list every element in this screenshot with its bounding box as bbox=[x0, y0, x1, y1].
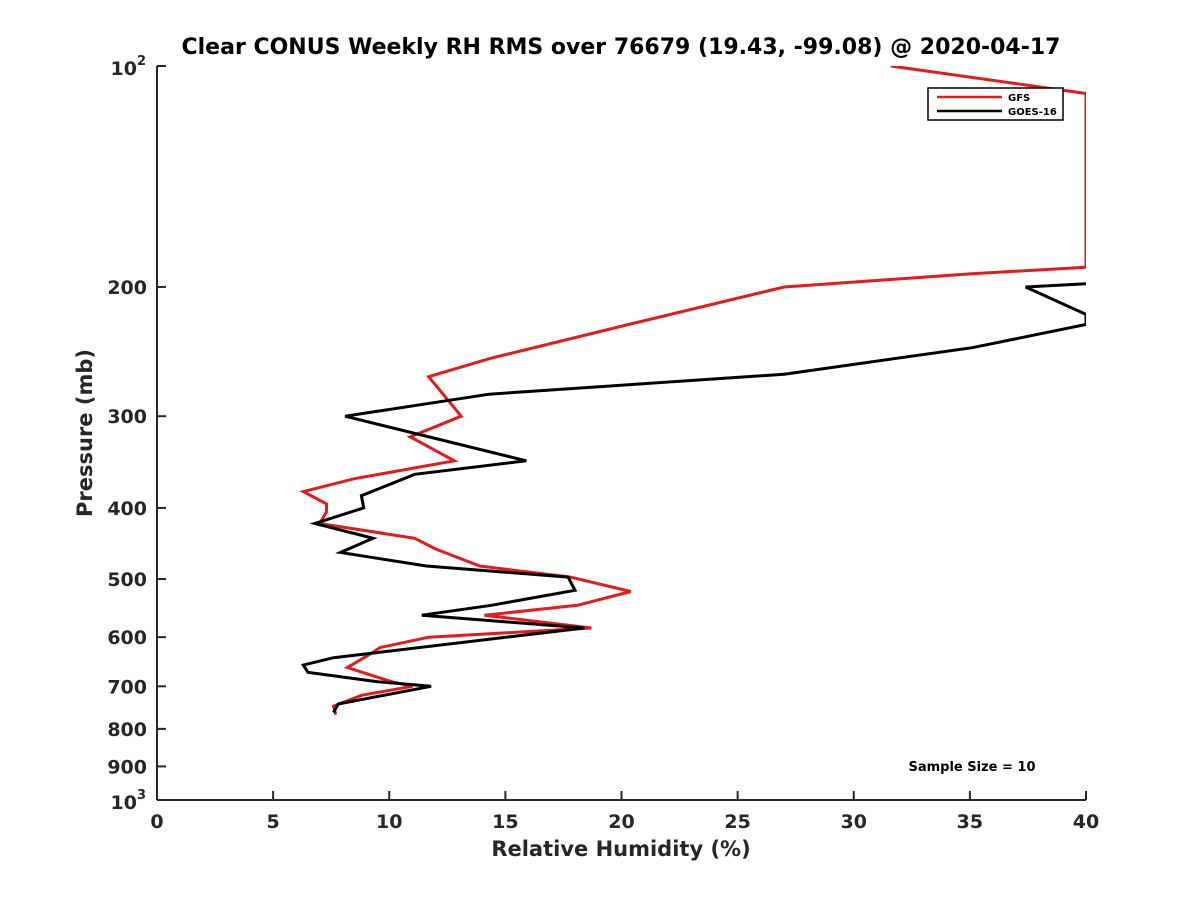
legend-label-goes16: GOES-16 bbox=[1008, 107, 1057, 118]
y-tick-label: 700 bbox=[107, 676, 147, 698]
x-tick-label: 15 bbox=[492, 811, 518, 833]
x-tick-label: 10 bbox=[376, 811, 402, 833]
y-tick-label: 800 bbox=[107, 719, 147, 741]
y-tick-label: 400 bbox=[107, 498, 147, 520]
x-axis-ticks: 0 5 10 15 20 25 30 35 40 bbox=[150, 791, 1099, 833]
y-tick-label: 500 bbox=[107, 569, 147, 591]
chart-title: Clear CONUS Weekly RH RMS over 76679 (19… bbox=[182, 35, 1061, 60]
x-axis-label: Relative Humidity (%) bbox=[491, 837, 750, 861]
legend-label-gfs: GFS bbox=[1008, 93, 1030, 104]
x-tick-label: 30 bbox=[841, 811, 867, 833]
y-tick-label: 900 bbox=[107, 756, 147, 778]
legend: GFS GOES-16 bbox=[927, 87, 1064, 121]
y-axis-label: Pressure (mb) bbox=[73, 349, 97, 517]
y-tick-label: 102 bbox=[111, 54, 147, 80]
x-tick-label: 35 bbox=[957, 811, 983, 833]
x-tick-label: 25 bbox=[724, 811, 750, 833]
x-tick-label: 5 bbox=[267, 811, 280, 833]
sample-size-annotation: Sample Size = 10 bbox=[908, 760, 1035, 775]
y-tick-label: 300 bbox=[107, 406, 147, 428]
y-tick-label: 103 bbox=[111, 788, 147, 814]
series-layer bbox=[299, 66, 1086, 715]
legend-box bbox=[927, 87, 1064, 121]
series-line-goes16 bbox=[300, 282, 1086, 714]
series-line-gfs bbox=[299, 66, 1086, 715]
y-tick-label: 600 bbox=[107, 627, 147, 649]
y-tick-label: 200 bbox=[107, 277, 147, 299]
x-tick-label: 20 bbox=[608, 811, 634, 833]
y-axis-ticks: 102 200 300 400 500 600 700 800 900 103 bbox=[107, 54, 166, 814]
x-tick-label: 0 bbox=[150, 811, 163, 833]
x-tick-label: 40 bbox=[1073, 811, 1099, 833]
